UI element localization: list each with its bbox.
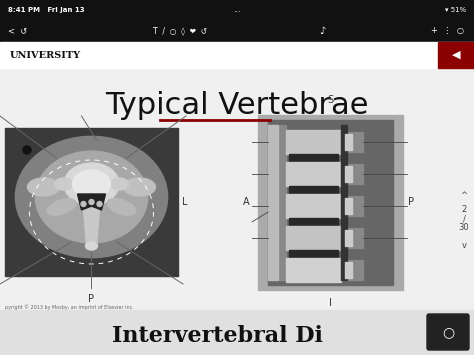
Text: 8:41 PM   Fri Jan 13: 8:41 PM Fri Jan 13 (8, 7, 85, 13)
Text: +  ⋮  ○: + ⋮ ○ (431, 27, 464, 36)
Text: pyright © 2013 by Mosby, an imprint of Elsevier Inc.: pyright © 2013 by Mosby, an imprint of E… (5, 304, 134, 310)
Bar (345, 134, 352, 150)
Text: P: P (408, 197, 414, 207)
Ellipse shape (107, 199, 136, 215)
Bar (268, 125, 278, 280)
Bar (345, 166, 352, 182)
Bar (5, 128, 178, 276)
Bar (0, 20, 474, 42)
Bar (258, 115, 403, 290)
Circle shape (81, 202, 86, 207)
Ellipse shape (73, 170, 110, 198)
Polygon shape (83, 208, 100, 247)
Bar (343, 228, 363, 248)
Circle shape (23, 146, 31, 154)
Bar (268, 125, 286, 280)
Text: phi © 2013 by Mosby, an imprint of Elsevier Inc.: phi © 2013 by Mosby, an imprint of Elsev… (258, 310, 377, 316)
Ellipse shape (124, 178, 155, 196)
Bar (286, 162, 341, 186)
Bar (345, 262, 352, 278)
Text: UNIVERSITY: UNIVERSITY (10, 50, 81, 60)
Text: T  /  ○  ◊  ❤  ↺: T / ○ ◊ ❤ ↺ (153, 27, 207, 36)
Ellipse shape (35, 151, 148, 243)
Text: ○: ○ (442, 325, 454, 339)
Text: /: / (463, 214, 465, 224)
Bar (343, 260, 363, 280)
Text: 2: 2 (461, 206, 466, 214)
Bar (286, 226, 341, 250)
Ellipse shape (15, 136, 168, 258)
Bar (268, 120, 393, 285)
Polygon shape (78, 194, 106, 210)
Bar (289, 154, 338, 162)
Text: Typical Vertebrae: Typical Vertebrae (105, 91, 369, 120)
Bar (343, 164, 363, 184)
Bar (343, 132, 363, 152)
Text: ^: ^ (461, 191, 467, 200)
Bar (345, 230, 352, 246)
Text: L: L (182, 197, 188, 207)
Bar (345, 198, 352, 214)
Text: ▾ 51%: ▾ 51% (445, 7, 466, 13)
Text: v: v (462, 240, 466, 250)
Bar (289, 186, 338, 194)
Bar (289, 218, 338, 226)
Bar (0, 42, 474, 68)
Circle shape (89, 200, 94, 204)
Ellipse shape (27, 178, 60, 196)
FancyBboxPatch shape (427, 314, 469, 350)
Text: P: P (89, 294, 94, 304)
Ellipse shape (64, 163, 119, 205)
Bar (286, 258, 341, 282)
Text: Intervertebral Di: Intervertebral Di (111, 325, 322, 347)
Bar (286, 194, 341, 218)
Bar (289, 250, 338, 258)
Ellipse shape (85, 242, 98, 250)
Text: S: S (327, 95, 333, 105)
Text: <  ↺: < ↺ (8, 27, 27, 36)
Ellipse shape (47, 199, 76, 215)
Text: ◀: ◀ (452, 50, 460, 60)
Text: ♪: ♪ (319, 26, 326, 36)
Ellipse shape (55, 178, 73, 190)
Text: A: A (243, 197, 250, 207)
Text: ...: ... (233, 5, 241, 15)
Circle shape (97, 202, 102, 207)
Bar (0, 310, 474, 355)
Bar (341, 125, 347, 280)
Ellipse shape (110, 178, 128, 190)
Text: I: I (328, 298, 331, 308)
Bar (0, 0, 474, 20)
Bar (343, 196, 363, 216)
Bar (286, 130, 341, 154)
Bar (0, 68, 474, 310)
Bar (438, 42, 474, 68)
Text: 30: 30 (459, 224, 469, 233)
